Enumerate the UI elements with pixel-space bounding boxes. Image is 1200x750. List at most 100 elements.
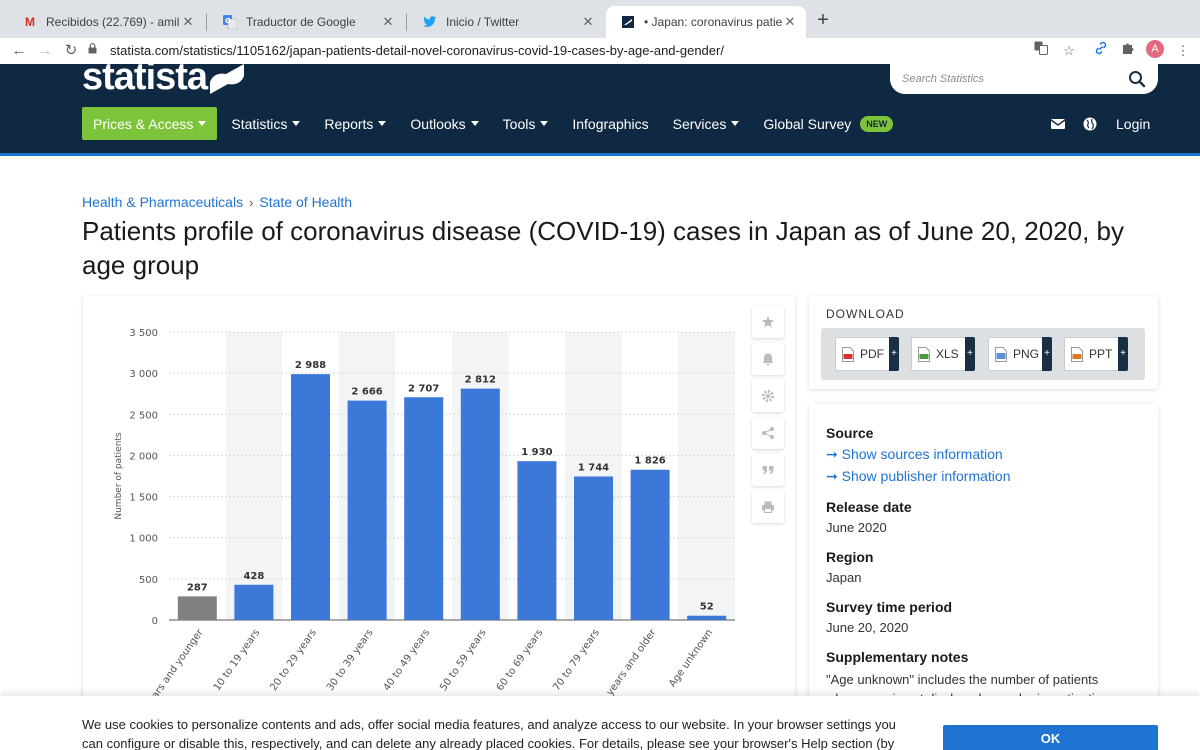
column-band	[225, 332, 283, 620]
download-pdf-button[interactable]: PDF	[835, 337, 899, 371]
release-date-label: Release date	[826, 499, 912, 515]
tab-twitter[interactable]: Inicio / Twitter ✕	[408, 6, 604, 38]
pdf-file-icon	[842, 346, 854, 362]
translate-page-icon[interactable]	[1030, 40, 1052, 62]
region-label: Region	[826, 549, 874, 565]
y-tick-label: 500	[139, 575, 158, 586]
source-label: Source	[826, 425, 874, 441]
close-icon[interactable]: ✕	[582, 14, 594, 29]
main-navigation: Prices & Access Statistics Reports Outlo…	[82, 107, 905, 140]
close-icon[interactable]: ✕	[182, 14, 194, 29]
download-png-plus[interactable]: +	[1042, 337, 1052, 371]
bar	[291, 374, 330, 620]
supplementary-notes-label: Supplementary notes	[826, 649, 969, 665]
data-label: 2 812	[465, 375, 496, 386]
chevron-down-icon	[292, 121, 301, 126]
statista-icon	[620, 14, 636, 30]
share-button[interactable]	[752, 417, 784, 449]
x-tick-label: 10 to 19 years	[212, 627, 263, 693]
tab-translate[interactable]: G Traductor de Google ✕	[208, 6, 404, 38]
statista-logo[interactable]: statista	[82, 56, 245, 98]
cite-button[interactable]	[752, 454, 784, 486]
header-actions: Login	[1050, 113, 1150, 135]
arrow-right-icon: ➞	[826, 446, 842, 462]
mail-icon[interactable]	[1050, 116, 1066, 132]
back-icon[interactable]: ←	[11, 42, 27, 59]
nav-reports[interactable]: Reports	[312, 107, 398, 140]
download-png-button[interactable]: PNG	[988, 337, 1052, 371]
menu-kebab-icon[interactable]: ⋮	[1176, 43, 1190, 58]
link-extension-icon[interactable]	[1090, 40, 1112, 62]
reload-icon[interactable]: ↻	[64, 42, 78, 59]
twitter-icon	[422, 14, 438, 30]
nav-label: Tools	[502, 115, 536, 132]
download-xls-label: XLS	[936, 347, 959, 361]
data-label: 428	[243, 571, 264, 582]
favorite-button[interactable]	[752, 306, 784, 338]
search-box[interactable]: Search Statistics	[890, 64, 1158, 94]
x-tick-label: 60 to 69 years	[495, 627, 546, 693]
search-icon[interactable]	[1128, 70, 1146, 88]
y-tick-label: 1 000	[129, 534, 158, 545]
download-xls-plus[interactable]: +	[965, 337, 975, 371]
y-tick-label: 3 000	[129, 369, 158, 380]
chevron-down-icon	[198, 121, 207, 126]
close-icon[interactable]: ✕	[382, 14, 394, 29]
cookie-ok-button[interactable]: OK	[943, 725, 1158, 750]
nav-label: Reports	[324, 115, 374, 132]
show-publisher-link[interactable]: ➞ Show publisher information	[826, 468, 1011, 485]
settings-button[interactable]	[752, 380, 784, 412]
login-link[interactable]: Login	[1116, 116, 1151, 132]
bookmark-star-icon[interactable]: ☆	[1063, 43, 1075, 58]
tab-statista[interactable]: • Japan: coronavirus patients c… ✕	[606, 6, 806, 38]
tab-title: Traductor de Google	[246, 15, 356, 29]
download-ppt-button[interactable]: PPT	[1064, 337, 1128, 371]
data-label: 2 666	[351, 387, 382, 398]
nav-label: Services	[672, 115, 727, 132]
region-value: Japan	[826, 570, 862, 585]
extensions-puzzle-icon[interactable]	[1117, 40, 1139, 62]
nav-global-survey[interactable]: Global Survey NEW	[751, 107, 905, 140]
forward-icon[interactable]: →	[37, 42, 53, 59]
x-tick-label: Age unknown	[667, 627, 715, 689]
gear-icon	[762, 390, 774, 402]
page-title: Patients profile of coronavirus disease …	[82, 216, 1125, 280]
nav-tools[interactable]: Tools	[491, 107, 561, 140]
nav-infographics[interactable]: Infographics	[560, 107, 660, 140]
logo-text: statista	[82, 56, 208, 98]
download-card: DOWNLOAD PDF + XLS + PNG + PPT +	[809, 296, 1158, 389]
data-label: 2 707	[408, 383, 439, 394]
print-button[interactable]	[752, 491, 784, 523]
y-axis-label: Number of patients	[114, 432, 124, 520]
profile-avatar[interactable]: A	[1146, 40, 1164, 58]
globe-icon[interactable]	[1082, 116, 1098, 132]
nav-statistics[interactable]: Statistics	[219, 107, 312, 140]
bar	[687, 615, 727, 620]
bar	[404, 397, 444, 620]
nav-outlooks[interactable]: Outlooks	[398, 107, 490, 140]
search-input[interactable]: Search Statistics	[902, 73, 984, 85]
png-file-icon	[995, 346, 1007, 362]
download-ppt-label: PPT	[1089, 347, 1113, 361]
breadcrumb-state-of-health[interactable]: State of Health	[259, 194, 353, 210]
close-icon[interactable]: ✕	[784, 14, 796, 29]
x-tick-label: 30 to 39 years	[325, 627, 376, 693]
x-tick-label: 70 to 79 years	[551, 627, 602, 693]
show-sources-text: Show sources information	[841, 446, 1003, 462]
notification-button[interactable]	[752, 343, 784, 375]
download-ppt-plus[interactable]: +	[1118, 337, 1128, 371]
new-tab-button[interactable]: +	[817, 9, 829, 31]
download-pdf-plus[interactable]: +	[889, 337, 899, 371]
arrow-right-icon: ➞	[826, 468, 842, 484]
tab-gmail[interactable]: M Recibidos (22.769) - amilberg… ✕	[8, 6, 204, 38]
breadcrumb-health[interactable]: Health & Pharmaceuticals	[82, 194, 244, 210]
nav-label: Outlooks	[410, 115, 466, 132]
nav-prices-access[interactable]: Prices & Access	[82, 107, 218, 140]
address-bar[interactable]: statista.com/statistics/1105162/japan-pa…	[88, 38, 1088, 62]
data-label: 1 930	[521, 447, 552, 458]
nav-label: Statistics	[231, 115, 288, 132]
tab-title: Inicio / Twitter	[446, 15, 520, 29]
show-sources-link[interactable]: ➞ Show sources information	[826, 446, 1003, 463]
download-xls-button[interactable]: XLS	[911, 337, 975, 371]
nav-services[interactable]: Services	[661, 107, 752, 140]
